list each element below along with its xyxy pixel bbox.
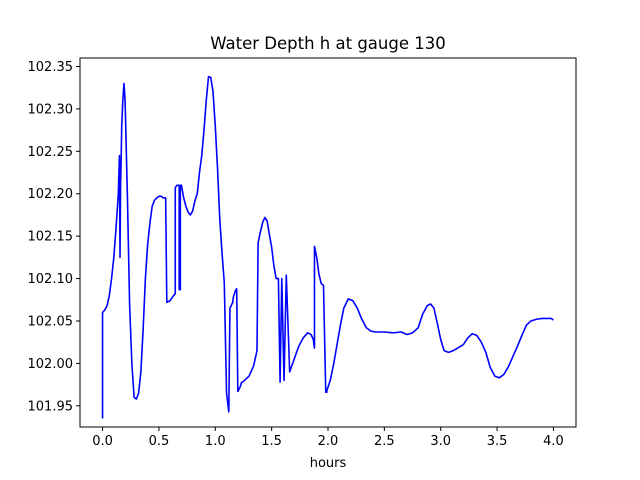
y-tick-label: 102.10: [28, 272, 74, 287]
x-tick-label: 0.5: [149, 434, 170, 449]
x-axis-ticks: 0.0 0.5 1.0 1.5 2.0 2.5 3.0 3.5 4.0: [92, 427, 564, 449]
x-tick-label: 2.0: [318, 434, 339, 449]
y-tick-label: 102.05: [28, 314, 74, 329]
y-tick-label: 102.20: [28, 187, 74, 202]
series-line-0: [101, 75, 554, 419]
y-tick-label: 101.95: [28, 399, 74, 414]
y-tick-label: 102.15: [28, 230, 74, 245]
x-tick-label: 1.0: [205, 434, 226, 449]
y-axis-ticks: 101.95 102.00 102.05 102.10 102.15 102.20 102.…: [28, 60, 80, 414]
y-tick-label: 102.30: [28, 102, 74, 117]
y-tick-label: 102.35: [28, 60, 74, 75]
x-tick-label: 3.0: [430, 434, 451, 449]
plot-layer: [101, 75, 554, 419]
x-tick-label: 3.5: [487, 434, 508, 449]
plot-area-frame: [79, 57, 577, 428]
y-tick-label: 102.00: [28, 357, 74, 372]
x-tick-label: 0.0: [92, 434, 113, 449]
x-axis-label: hours: [310, 456, 347, 471]
x-tick-label: 1.5: [261, 434, 282, 449]
x-tick-label: 2.5: [374, 434, 395, 449]
x-tick-label: 4.0: [543, 434, 564, 449]
y-tick-label: 102.25: [28, 145, 74, 160]
chart-title: Water Depth h at gauge 130: [210, 34, 445, 53]
